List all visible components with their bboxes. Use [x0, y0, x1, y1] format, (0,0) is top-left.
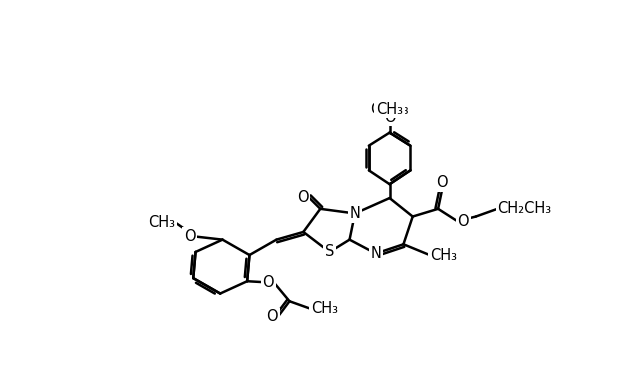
Text: S: S — [325, 244, 334, 260]
Text: CH₃: CH₃ — [429, 247, 457, 263]
Text: O: O — [384, 110, 396, 125]
Text: CH₃: CH₃ — [376, 102, 403, 117]
Text: OCH₃: OCH₃ — [371, 102, 409, 117]
Text: N: N — [371, 246, 381, 261]
Text: O: O — [297, 190, 308, 205]
Text: O: O — [384, 110, 396, 125]
Text: CH₃: CH₃ — [311, 301, 338, 317]
Text: O: O — [436, 175, 448, 190]
Text: O: O — [458, 214, 469, 229]
Text: O: O — [184, 229, 196, 244]
Text: CH₂CH₃: CH₂CH₃ — [497, 201, 552, 216]
Text: O: O — [262, 275, 274, 290]
Text: CH₃: CH₃ — [148, 215, 175, 230]
Text: O: O — [266, 309, 278, 324]
Text: N: N — [349, 206, 360, 221]
